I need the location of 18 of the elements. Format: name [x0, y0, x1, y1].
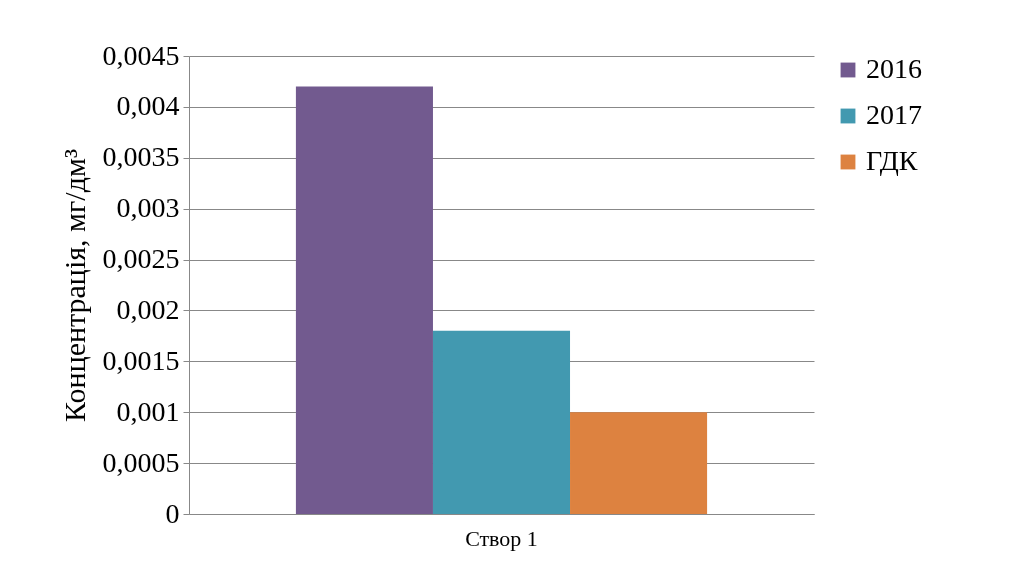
bar	[295, 86, 433, 514]
y-axis-title: Концентрація, мг/дм³	[57, 149, 91, 422]
y-tick-label: 0,0035	[102, 141, 180, 173]
y-tick-label: 0,0045	[102, 39, 180, 71]
bar	[432, 330, 571, 514]
x-tick-label: Створ 1	[465, 525, 538, 551]
legend-label: ГДК	[866, 145, 918, 176]
y-tick-label: 0,003	[116, 192, 180, 224]
y-tick-label: 0,0005	[102, 446, 180, 478]
y-tick-label: 0	[165, 497, 180, 529]
y-tick-label: 0,0015	[102, 344, 180, 376]
bar	[570, 412, 708, 514]
legend-label: 2016	[866, 53, 922, 84]
y-tick-label: 0,001	[116, 395, 180, 427]
y-tick-label: 0,004	[116, 90, 180, 122]
y-tick-label: 0,002	[116, 293, 180, 325]
legend-label: 2017	[866, 99, 922, 130]
y-tick-label: 0,0025	[102, 243, 180, 275]
